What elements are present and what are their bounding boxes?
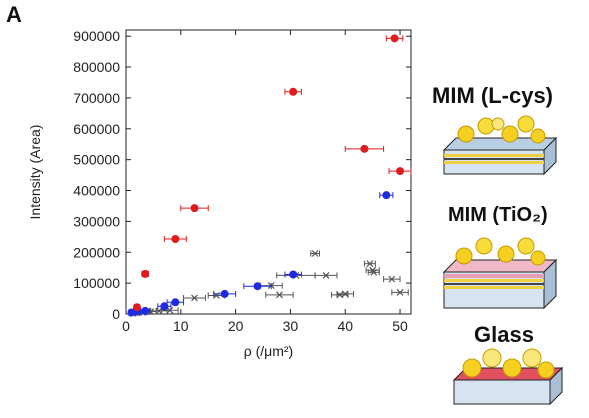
- series-mim-tio2-: [127, 191, 394, 317]
- sample-label-glass: Glass: [474, 322, 534, 347]
- y-tick-label: 800000: [73, 59, 120, 75]
- data-point: [396, 167, 405, 176]
- data-point: [390, 34, 399, 43]
- y-tick-label: 100000: [73, 275, 120, 291]
- data-point: [155, 307, 163, 315]
- x-tick-label: 30: [283, 318, 299, 334]
- data-marks: [127, 34, 412, 317]
- y-tick-label: 200000: [73, 244, 120, 260]
- y-tick-label: 900000: [73, 28, 120, 44]
- data-point: [220, 289, 229, 298]
- x-tick-label: 50: [392, 318, 408, 334]
- data-point: [141, 306, 150, 315]
- axis-ticks: 0 10 20 30 40 50 0 100000 200000 300000 400000 5000…: [73, 28, 411, 334]
- data-point: [382, 191, 391, 200]
- y-tick-label: 400000: [73, 183, 120, 199]
- y-tick-label: 500000: [73, 152, 120, 168]
- glass-substrate-illustration: [452, 348, 564, 406]
- panel-label: A: [6, 2, 22, 27]
- data-point: [190, 204, 199, 213]
- sample-label-mim-tio2: MIM (TiO₂): [448, 204, 548, 226]
- data-point: [253, 282, 262, 291]
- sample-label-mim-lcys: MIM (L-cys): [432, 83, 553, 108]
- data-point: [160, 302, 169, 311]
- data-point: [336, 291, 344, 299]
- data-point: [276, 291, 283, 299]
- y-tick-label: 700000: [73, 90, 120, 106]
- data-point: [289, 270, 298, 279]
- data-point: [132, 303, 141, 312]
- data-point: [388, 275, 396, 283]
- x-axis-title: ρ (/μm²): [244, 343, 293, 359]
- nanoparticles: [462, 348, 555, 379]
- nanoparticles: [457, 115, 546, 144]
- x-tick-label: 10: [173, 318, 189, 334]
- data-point: [370, 268, 378, 276]
- data-point: [171, 298, 180, 307]
- y-tick-label: 300000: [73, 213, 120, 229]
- mim-tio2-substrate-illustration: [442, 237, 558, 310]
- data-point: [166, 306, 174, 314]
- mim-lcys-substrate-illustration: [442, 115, 558, 176]
- data-point: [141, 269, 150, 278]
- scatter-plot: 0 10 20 30 40 50 0 100000 200000 300000 400000 5000…: [27, 28, 412, 359]
- data-point: [322, 271, 330, 279]
- data-point: [360, 144, 369, 153]
- y-axis-title: Intensity (Area): [27, 125, 43, 220]
- x-tick-label: 40: [337, 318, 353, 334]
- x-tick-label: 20: [228, 318, 244, 334]
- data-point: [341, 290, 349, 298]
- data-point: [171, 234, 180, 243]
- data-point: [311, 250, 319, 257]
- series-mim-l-cys-: [132, 34, 412, 312]
- x-tick-label: 0: [122, 318, 130, 334]
- data-point: [289, 87, 298, 96]
- nanoparticles: [455, 237, 546, 266]
- data-point: [396, 288, 404, 296]
- data-point: [191, 294, 198, 302]
- data-point: [366, 260, 374, 268]
- y-tick-label: 0: [112, 306, 120, 322]
- y-tick-label: 600000: [73, 121, 120, 137]
